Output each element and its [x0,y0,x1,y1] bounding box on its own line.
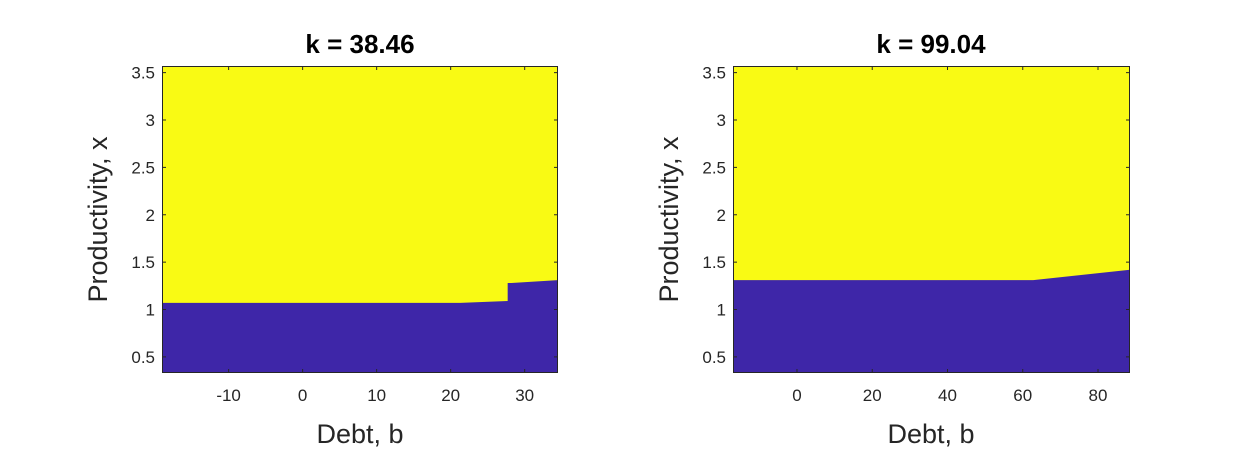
y-tick-label: 3.5 [131,64,155,83]
y-tick-label: 3.5 [702,64,726,83]
x-tick-label: 20 [441,386,460,405]
y-tick-label: 1 [717,301,726,320]
y-tick-label: 3 [717,111,726,130]
y-axis-label: Productivity, x [654,136,684,303]
plot-area: -10 0 10 20 30 0.5 1 1.5 2 2.5 3 3.5 [131,64,558,405]
chart-panel-right: 0 20 40 60 80 0.5 1 1.5 2 2.5 3 3.5 k = 99.04 Debt,… [654,29,1130,449]
region-lower [733,269,1130,373]
x-tick-label: 0 [298,386,307,405]
axes-box [733,66,1130,373]
chart-panel-left: -10 0 10 20 30 0.5 1 1.5 2 2.5 3 3.5 k = 38.46 Debt… [83,29,558,449]
x-tick-label: 40 [938,386,957,405]
x-axis-label: Debt, b [887,419,974,449]
x-tick-label: 60 [1013,386,1032,405]
y-tick-label: 0.5 [702,348,726,367]
plot-area: 0 20 40 60 80 0.5 1 1.5 2 2.5 3 3.5 [702,64,1130,405]
y-tick-label: 1 [146,301,155,320]
y-tick-label: 2.5 [131,158,155,177]
y-tick-label: 3 [146,111,155,130]
y-tick-label: 2 [146,206,155,225]
y-tick-label: 2.5 [702,158,726,177]
y-axis-label: Productivity, x [83,136,113,303]
y-tick-label: 1.5 [131,253,155,272]
y-tick-label: 1.5 [702,253,726,272]
x-tick-label: 0 [792,386,801,405]
region-lower [162,280,558,373]
x-tick-label: 80 [1089,386,1108,405]
axes-box [162,66,558,373]
chart-title: k = 38.46 [305,29,414,59]
x-tick-label: 30 [515,386,534,405]
x-axis-label: Debt, b [316,419,403,449]
x-tick-label: 20 [863,386,882,405]
x-tick-label: -10 [216,386,241,405]
x-tick-label: 10 [367,386,386,405]
chart-title: k = 99.04 [876,29,986,59]
y-tick-label: 0.5 [131,348,155,367]
y-tick-label: 2 [717,206,726,225]
